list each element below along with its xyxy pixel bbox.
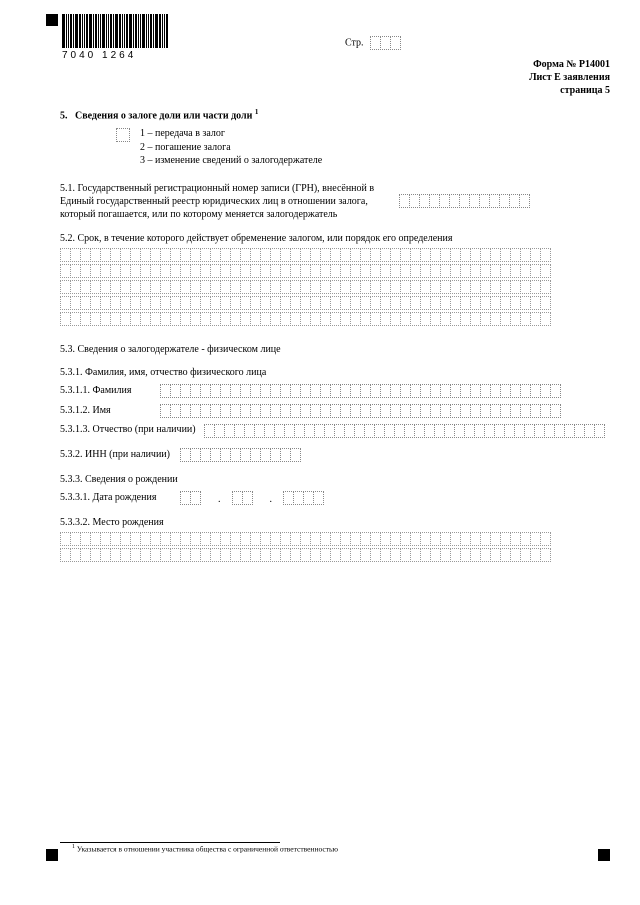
sheet-label: Лист Е заявления: [529, 71, 610, 84]
barcode-icon: [62, 14, 169, 48]
patronymic-input[interactable]: [204, 424, 610, 438]
footnote: 1 Указывается в отношении участника обще…: [72, 844, 338, 854]
inn-label: 5.3.2. ИНН (при наличии): [60, 449, 172, 460]
section-5-1: 5.1. Государственный регистрационный ном…: [60, 182, 610, 221]
birthdate-month-input[interactable]: [232, 491, 253, 505]
footnote-text: Указывается в отношении участника общест…: [77, 844, 338, 853]
inn-row: 5.3.2. ИНН (при наличии): [60, 448, 610, 462]
birthdate-label: 5.3.3.1. Дата рождения: [60, 492, 172, 503]
footnote-mark-ref: 1: [255, 108, 259, 116]
option-1: 1 – передача в залог: [140, 127, 322, 141]
name-input[interactable]: [160, 404, 610, 418]
barcode-number: 7040 1264: [62, 50, 169, 61]
footnote-mark: 1: [72, 844, 75, 850]
section-5-num: 5.: [60, 110, 68, 121]
date-sep-1: .: [218, 494, 221, 505]
section-5-options: 1 – передача в залог 2 – погашение залог…: [116, 127, 610, 168]
section-5-3-1-title: 5.3.1. Фамилия, имя, отчество физическог…: [60, 367, 610, 378]
date-sep-2: .: [270, 494, 273, 505]
inn-input[interactable]: [180, 448, 301, 462]
section-5-2-input[interactable]: [60, 248, 610, 326]
name-row: 5.3.1.2. Имя: [60, 404, 610, 418]
page: 7040 1264 Стр. Форма № Р14001 Лист Е зая…: [0, 0, 640, 905]
birthdate-row: 5.3.3.1. Дата рождения . .: [60, 491, 610, 505]
grn-input[interactable]: [399, 194, 530, 208]
section-5-text: Сведения о залоге доли или части доли: [75, 110, 252, 121]
patronymic-label-text: 5.3.1.3. Отчество: [60, 424, 132, 435]
corner-mark-bl: [46, 849, 58, 861]
patronymic-note: (при наличии): [135, 424, 196, 435]
content: 5. Сведения о залоге доли или части доли…: [60, 108, 610, 564]
surname-input[interactable]: [160, 384, 610, 398]
birthdate-year-input[interactable]: [283, 491, 324, 505]
page-label-text: Стр.: [345, 37, 364, 48]
option-2: 2 – погашение залога: [140, 141, 322, 155]
patronymic-row: 5.3.1.3. Отчество (при наличии): [60, 424, 610, 438]
surname-row: 5.3.1.1. Фамилия: [60, 384, 610, 398]
header-right: Форма № Р14001 Лист Е заявления страница…: [529, 58, 610, 97]
page-number-cells[interactable]: [370, 36, 401, 50]
page-number-label: Стр.: [345, 36, 401, 50]
corner-mark-br: [598, 849, 610, 861]
section-5-3-title: 5.3. Сведения о залогодержателе - физиче…: [60, 344, 610, 355]
section-5-1-text: 5.1. Государственный регистрационный ном…: [60, 182, 390, 221]
birthplace-input[interactable]: [60, 532, 610, 562]
surname-label: 5.3.1.1. Фамилия: [60, 385, 152, 396]
form-number: Форма № Р14001: [529, 58, 610, 71]
section-5-3-3-2-title: 5.3.3.2. Место рождения: [60, 517, 610, 528]
pledge-type-options: 1 – передача в залог 2 – погашение залог…: [140, 127, 322, 168]
section-5-3-3-title: 5.3.3. Сведения о рождении: [60, 474, 610, 485]
section-5-2-title: 5.2. Срок, в течение которого действует …: [60, 233, 610, 244]
birthdate-day-input[interactable]: [180, 491, 201, 505]
page-of-sheet: страница 5: [529, 84, 610, 97]
section-5-title: 5. Сведения о залоге доли или части доли…: [60, 108, 610, 121]
barcode-block: 7040 1264: [62, 14, 169, 61]
option-3: 3 – изменение сведений о залогодержателе: [140, 154, 322, 168]
pledge-type-checkbox[interactable]: [116, 128, 130, 142]
corner-mark-tl: [46, 14, 58, 26]
name-label: 5.3.1.2. Имя: [60, 405, 152, 416]
patronymic-label: 5.3.1.3. Отчество (при наличии): [60, 424, 196, 435]
